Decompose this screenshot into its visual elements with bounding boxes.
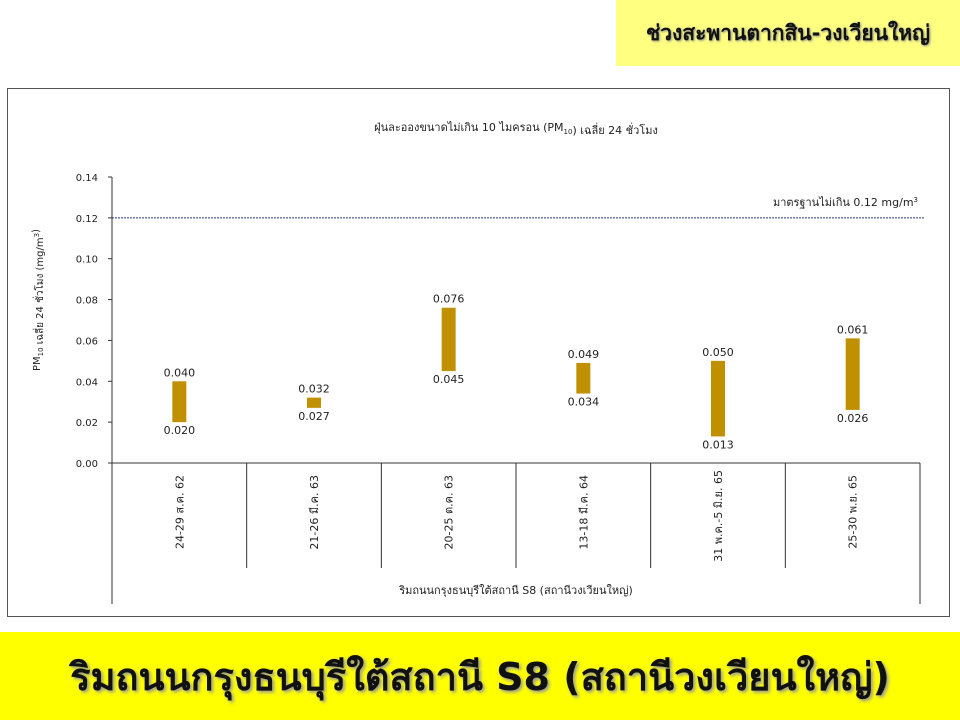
x-tick-label: 21-26 มี.ค. 63: [308, 475, 321, 550]
max-data-label: 0.050: [702, 346, 734, 359]
min-data-label: 0.013: [702, 438, 734, 451]
min-data-label: 0.034: [568, 396, 600, 409]
max-data-label: 0.049: [568, 348, 600, 361]
min-data-label: 0.045: [433, 373, 465, 386]
x-tick-label: 13-18 มี.ค. 64: [577, 475, 590, 550]
y-tick-label: 0.06: [76, 336, 98, 347]
x-tick-label: 20-25 ต.ค. 63: [443, 475, 456, 549]
y-tick-label: 0.04: [76, 377, 98, 388]
x-axis-label: ริมถนนกรุงธนบุรีใต้สถานี S8 (สถานีวงเวีย…: [398, 584, 633, 597]
chart-frame: [7, 88, 950, 617]
range-bar: [845, 338, 860, 410]
range-bar: [441, 307, 456, 372]
range-bar: [576, 362, 591, 394]
min-data-label: 0.026: [837, 412, 869, 425]
y-tick-label: 0.08: [76, 296, 98, 307]
range-bar: [172, 381, 187, 423]
x-tick-label: 25-30 พ.ย. 65: [847, 475, 860, 549]
max-data-label: 0.040: [164, 366, 196, 379]
max-data-label: 0.061: [837, 323, 869, 336]
y-tick-label: 0.02: [76, 418, 98, 429]
section-tag: ช่วงสะพานตากสิน-วงเวียนใหญ่: [616, 0, 960, 66]
max-data-label: 0.032: [298, 383, 330, 396]
y-tick-label: 0.10: [76, 255, 98, 266]
min-data-label: 0.020: [164, 424, 196, 437]
range-bar: [307, 397, 321, 408]
y-tick-label: 0.14: [76, 173, 98, 184]
max-data-label: 0.076: [433, 293, 465, 306]
y-axis-label: PM10 เฉลี่ย 24 ชั่วโมง (mg/m3): [31, 229, 46, 371]
standard-label: มาตรฐานไม่เกิน 0.12 mg/m3: [773, 196, 918, 209]
banner-title: ริมถนนกรุงธนบุรีใต้สถานี S8 (สถานีวงเวีย…: [0, 632, 960, 720]
range-bar: [711, 360, 725, 437]
x-tick-label: 31 พ.ค.-5 มิ.ย. 65: [712, 470, 725, 562]
x-tick-label: 24-29 ส.ค. 62: [173, 475, 186, 549]
y-tick-label: 0.12: [76, 214, 98, 225]
min-data-label: 0.027: [298, 410, 330, 423]
y-tick-label: 0.00: [76, 459, 98, 470]
chart-title: ฝุ่นละอองขนาดไม่เกิน 10 ไมครอน (PM10) เฉ…: [374, 121, 658, 137]
